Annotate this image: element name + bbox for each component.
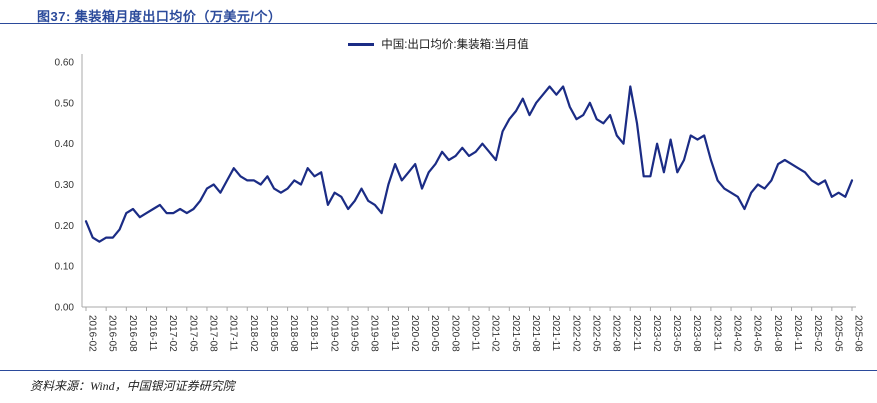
chart-legend: 中国:出口均价:集装箱:当月值 xyxy=(0,36,877,52)
svg-text:2017-08: 2017-08 xyxy=(207,315,218,352)
svg-text:2024-08: 2024-08 xyxy=(772,315,783,352)
svg-text:2024-02: 2024-02 xyxy=(732,315,743,352)
svg-text:0.20: 0.20 xyxy=(55,221,75,232)
svg-text:2016-05: 2016-05 xyxy=(107,315,118,352)
svg-text:2016-02: 2016-02 xyxy=(87,315,98,352)
svg-text:2023-08: 2023-08 xyxy=(691,315,702,352)
svg-text:2024-11: 2024-11 xyxy=(792,315,803,351)
svg-text:2019-02: 2019-02 xyxy=(328,315,339,352)
svg-text:2023-11: 2023-11 xyxy=(711,315,722,351)
page-title: 图37: 集装箱月度出口均价（万美元/个） xyxy=(37,9,282,24)
chart-svg: 0.00 0.10 0.20 0.30 0.40 0.50 0.60 2016-02 2016-… xyxy=(55,54,864,352)
svg-text:2020-08: 2020-08 xyxy=(449,315,460,352)
legend-label: 中国:出口均价:集装箱:当月值 xyxy=(381,39,529,51)
legend-line-swatch-icon xyxy=(348,42,375,46)
svg-text:0.60: 0.60 xyxy=(55,58,75,69)
svg-text:2022-08: 2022-08 xyxy=(611,315,622,352)
svg-text:0.00: 0.00 xyxy=(55,303,75,314)
svg-text:2023-02: 2023-02 xyxy=(651,315,662,352)
svg-text:2019-05: 2019-05 xyxy=(349,315,360,352)
svg-text:2017-11: 2017-11 xyxy=(228,315,239,351)
source-text: 资料来源：Wind，中国银河证券研究院 xyxy=(30,379,235,393)
source-divider-rule xyxy=(0,370,877,371)
svg-text:2021-02: 2021-02 xyxy=(490,315,501,352)
svg-text:2017-05: 2017-05 xyxy=(187,315,198,352)
svg-text:2019-11: 2019-11 xyxy=(389,315,400,351)
svg-text:2022-02: 2022-02 xyxy=(570,315,581,352)
svg-text:0.40: 0.40 xyxy=(55,139,75,150)
svg-text:2016-11: 2016-11 xyxy=(147,315,158,351)
svg-text:2018-11: 2018-11 xyxy=(308,315,319,351)
svg-text:2025-05: 2025-05 xyxy=(832,315,843,352)
svg-text:0.10: 0.10 xyxy=(55,262,75,273)
svg-text:2020-02: 2020-02 xyxy=(409,315,420,352)
svg-text:2018-05: 2018-05 xyxy=(268,315,279,352)
svg-text:0.50: 0.50 xyxy=(55,98,75,109)
svg-text:2025-02: 2025-02 xyxy=(812,315,823,352)
svg-text:2023-05: 2023-05 xyxy=(671,315,682,352)
svg-text:2022-11: 2022-11 xyxy=(631,315,642,351)
svg-text:2021-08: 2021-08 xyxy=(530,315,541,352)
svg-text:2021-11: 2021-11 xyxy=(550,315,561,351)
svg-text:2020-11: 2020-11 xyxy=(470,315,481,351)
svg-text:2016-08: 2016-08 xyxy=(127,315,138,352)
svg-text:2024-05: 2024-05 xyxy=(752,315,763,352)
svg-text:2018-08: 2018-08 xyxy=(288,315,299,352)
svg-text:2021-05: 2021-05 xyxy=(510,315,521,352)
svg-text:2022-05: 2022-05 xyxy=(590,315,601,352)
svg-text:2019-08: 2019-08 xyxy=(369,315,380,352)
svg-text:0.30: 0.30 xyxy=(55,180,75,191)
line-chart: 0.00 0.10 0.20 0.30 0.40 0.50 0.60 2016-02 2016-… xyxy=(0,26,877,370)
svg-text:2018-02: 2018-02 xyxy=(248,315,259,352)
svg-text:2020-05: 2020-05 xyxy=(429,315,440,352)
title-divider-rule xyxy=(0,23,877,24)
svg-text:2025-08: 2025-08 xyxy=(853,315,864,352)
svg-text:2017-02: 2017-02 xyxy=(167,315,178,352)
